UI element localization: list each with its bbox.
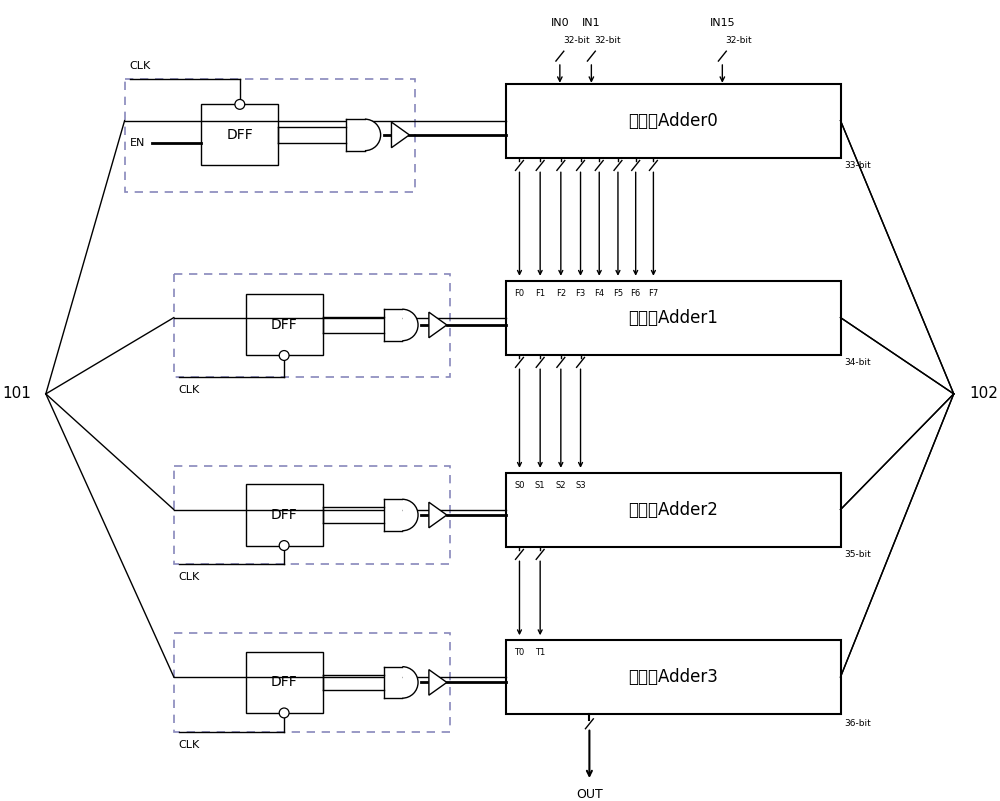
Text: 33-bit: 33-bit xyxy=(844,161,871,170)
Text: IN15: IN15 xyxy=(710,18,735,28)
Text: 32-bit: 32-bit xyxy=(725,36,752,45)
Text: DFF: DFF xyxy=(226,128,253,142)
Text: CLK: CLK xyxy=(179,739,200,750)
Text: T1: T1 xyxy=(535,648,545,657)
Text: 加法器Adder1: 加法器Adder1 xyxy=(628,308,718,327)
Text: F2: F2 xyxy=(556,288,566,297)
Text: 加法器Adder3: 加法器Adder3 xyxy=(628,668,718,686)
Text: T0: T0 xyxy=(514,648,525,657)
Circle shape xyxy=(279,351,289,360)
Wedge shape xyxy=(402,666,418,698)
Text: 35-bit: 35-bit xyxy=(844,550,871,559)
Bar xyxy=(246,295,323,356)
Bar xyxy=(384,309,402,340)
Text: CLK: CLK xyxy=(130,61,151,71)
Bar xyxy=(246,485,323,545)
Polygon shape xyxy=(429,502,447,528)
Wedge shape xyxy=(365,119,381,151)
Text: F7: F7 xyxy=(648,288,659,297)
Text: IN1: IN1 xyxy=(582,18,601,28)
Bar xyxy=(506,640,841,714)
Text: CLK: CLK xyxy=(179,572,200,582)
Bar xyxy=(125,78,415,192)
Bar xyxy=(506,280,841,355)
Bar xyxy=(246,652,323,713)
Text: 102: 102 xyxy=(969,386,998,401)
Polygon shape xyxy=(429,670,447,695)
Text: F4: F4 xyxy=(594,288,604,297)
Bar xyxy=(174,274,450,377)
Text: IN0: IN0 xyxy=(551,18,569,28)
Text: OUT: OUT xyxy=(576,788,603,801)
Text: 36-bit: 36-bit xyxy=(844,719,871,728)
Text: S2: S2 xyxy=(556,481,566,489)
Text: DFF: DFF xyxy=(271,318,298,332)
Text: S3: S3 xyxy=(575,481,586,489)
Circle shape xyxy=(279,541,289,550)
Wedge shape xyxy=(402,499,418,531)
Bar xyxy=(384,499,402,531)
Bar xyxy=(174,633,450,731)
Text: F0: F0 xyxy=(514,288,525,297)
Text: DFF: DFF xyxy=(271,675,298,690)
Text: CLK: CLK xyxy=(179,385,200,395)
Text: 34-bit: 34-bit xyxy=(844,358,871,367)
Bar xyxy=(174,465,450,564)
Circle shape xyxy=(279,708,289,718)
Text: F6: F6 xyxy=(631,288,641,297)
Text: 加法器Adder0: 加法器Adder0 xyxy=(628,111,718,130)
Bar xyxy=(506,83,841,158)
Text: 32-bit: 32-bit xyxy=(594,36,621,45)
Text: 加法器Adder2: 加法器Adder2 xyxy=(628,501,718,518)
Bar xyxy=(346,119,365,151)
Text: S0: S0 xyxy=(514,481,525,489)
Bar xyxy=(201,104,278,166)
Text: F1: F1 xyxy=(535,288,545,297)
Polygon shape xyxy=(391,122,409,147)
Text: S1: S1 xyxy=(535,481,545,489)
Text: EN: EN xyxy=(130,138,145,148)
Text: 101: 101 xyxy=(2,386,31,401)
Bar xyxy=(384,666,402,698)
Text: 32-bit: 32-bit xyxy=(563,36,589,45)
Bar xyxy=(506,473,841,546)
Text: F5: F5 xyxy=(613,288,623,297)
Text: F3: F3 xyxy=(575,288,586,297)
Polygon shape xyxy=(429,312,447,338)
Text: DFF: DFF xyxy=(271,508,298,522)
Circle shape xyxy=(235,99,245,109)
Wedge shape xyxy=(402,309,418,340)
